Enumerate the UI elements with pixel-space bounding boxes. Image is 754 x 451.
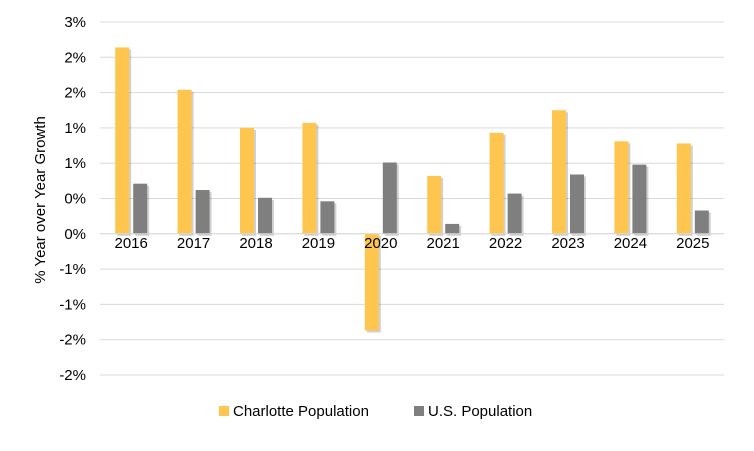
bar-charlotte-2016 [115,47,130,234]
x-tick-label: 2016 [115,235,148,252]
legend-label: U.S. Population [428,403,532,420]
bar-charlotte-2020 [364,233,379,331]
x-tick-label: 2020 [364,235,397,252]
bar-us-2020 [382,162,397,234]
bar-charlotte-2022 [489,132,504,234]
x-tick-label: 2019 [302,235,335,252]
x-tick-label: 2025 [676,235,709,252]
y-axis-label: % Year over Year Growth [32,116,49,284]
bar-us-2023 [570,174,584,234]
bar-charlotte-2024 [614,141,629,234]
y-tick-label: 3% [64,14,86,31]
x-tick-label: 2021 [427,235,460,252]
y-tick-label: 1% [64,155,86,172]
bar-us-2025 [694,210,709,234]
x-tick-label: 2018 [239,235,272,252]
x-axis-ticks: 2016 2017 2018 2019 2020 2021 2022 2023 2024 2025 [115,235,710,252]
bar-us-2022 [507,193,522,234]
bar-charlotte-2017 [177,89,192,234]
bar-charlotte-2023 [552,110,566,234]
bar-us-2021 [445,223,460,234]
y-tick-label: 0% [64,191,86,208]
y-tick-label: 1% [64,120,86,137]
x-tick-label: 2023 [551,235,584,252]
bar-us-2016 [133,183,148,234]
x-tick-label: 2017 [177,235,210,252]
bars [115,47,711,333]
legend-label: Charlotte Population [233,403,369,420]
y-tick-label: 0% [64,226,86,243]
bar-charlotte-2025 [676,143,691,234]
legend: Charlotte Population U.S. Population [219,403,532,420]
bar-charlotte-2019 [302,122,317,234]
bar-us-2018 [258,197,272,234]
y-tick-label: -1% [59,261,86,278]
x-tick-label: 2024 [614,235,647,252]
y-axis-ticks: 3% 2% 2% 1% 1% 0% 0% -1% -1% -2% -2% [59,14,86,384]
y-tick-label: -2% [59,332,86,349]
bar-us-2024 [632,164,647,234]
bar-us-2019 [320,201,335,234]
y-tick-label: -1% [59,296,86,313]
bar-us-2017 [195,190,210,234]
y-tick-label: 2% [64,49,86,66]
legend-swatch [219,406,229,416]
legend-swatch [414,406,424,416]
x-tick-label: 2022 [489,235,522,252]
y-tick-label: -2% [59,367,86,384]
y-tick-label: 2% [64,85,86,102]
bar-charlotte-2018 [240,127,254,234]
bar-charlotte-2021 [427,175,442,234]
